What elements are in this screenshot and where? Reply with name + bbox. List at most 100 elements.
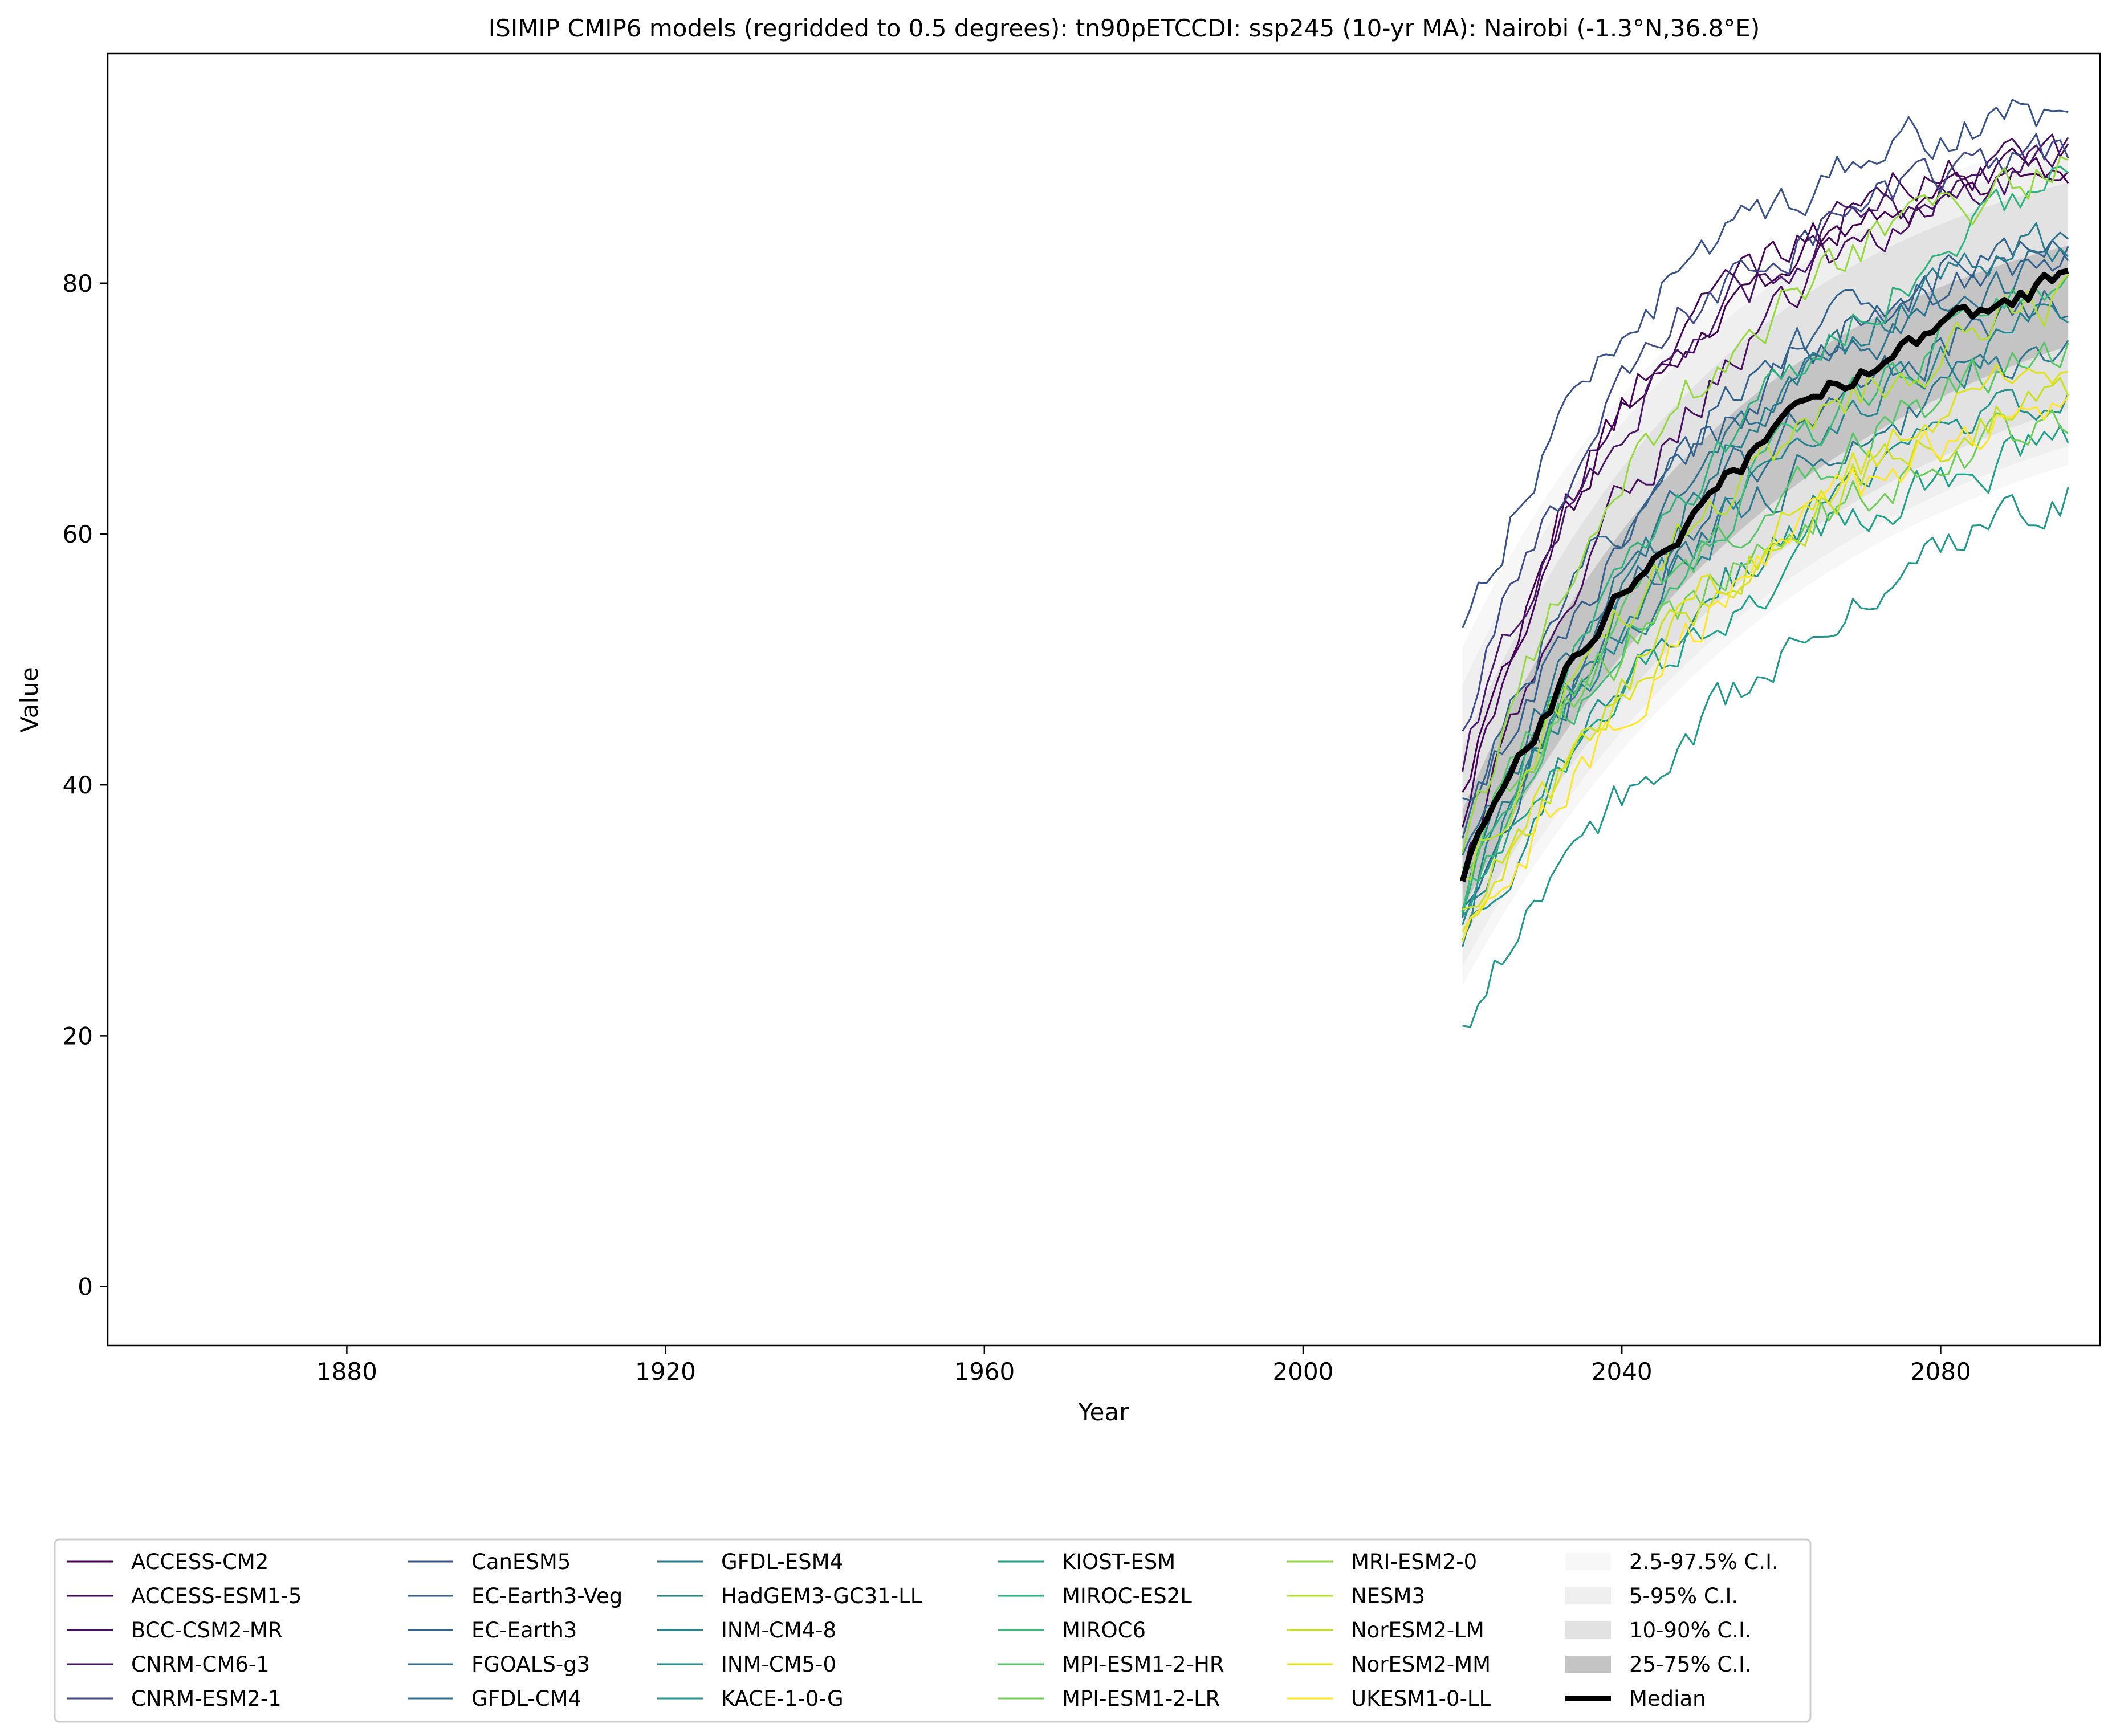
x-tick-label: 1960 [954, 1358, 1015, 1385]
plot-frame [107, 52, 2101, 1347]
legend-item-ec-earth3-veg: EC-Earth3-Veg [408, 1584, 622, 1608]
legend-label: INM-CM5-0 [721, 1652, 836, 1677]
series-line-gfdl-cm4 [1462, 231, 2069, 856]
series-line-ukesm1-0-ll [1462, 396, 2069, 942]
legend-item-median: Median [1565, 1686, 1706, 1711]
x-tick-label: 2040 [1592, 1358, 1653, 1385]
band-25-75-c-i [1462, 245, 2069, 911]
legend-swatch [1565, 1553, 1611, 1570]
legend-items: ACCESS-CM2 ACCESS-ESM1-5 BCC-CSM2-MR CNRM-C… [67, 1550, 1779, 1711]
y-tick-label: 60 [63, 520, 93, 548]
legend-frame [54, 1538, 1812, 1723]
legend-item-noresm2-lm: NorESM2-LM [1287, 1618, 1484, 1643]
legend-item-ec-earth3: EC-Earth3 [408, 1618, 577, 1643]
legend-item-noresm2-mm: NorESM2-MM [1287, 1652, 1491, 1677]
legend-label: GFDL-CM4 [471, 1686, 581, 1711]
series-line-fgoals-g3 [1462, 290, 2069, 909]
legend-label: NorESM2-MM [1351, 1652, 1491, 1677]
model-series [1462, 99, 2069, 1028]
legend-item-mri-esm2-0: MRI-ESM2-0 [1287, 1550, 1477, 1574]
legend-item-cnrm-cm6-1: CNRM-CM6-1 [67, 1652, 270, 1677]
legend-label: 25-75% C.I. [1629, 1652, 1752, 1677]
legend-item-mpi-esm1-2-hr: MPI-ESM1-2-HR [998, 1652, 1224, 1677]
legend-swatch [1565, 1656, 1611, 1673]
legend-label: MPI-ESM1-2-HR [1062, 1652, 1224, 1677]
legend-item-access-esm1-5: ACCESS-ESM1-5 [67, 1584, 302, 1608]
series-line-bcc-csm2-mr [1462, 133, 2069, 875]
legend-label: MRI-ESM2-0 [1351, 1550, 1477, 1574]
legend-item-mpi-esm1-2-lr: MPI-ESM1-2-LR [998, 1686, 1220, 1711]
series-line-canesm5 [1462, 99, 2069, 629]
legend-label: NESM3 [1351, 1584, 1425, 1608]
legend-item-bcc-csm2-mr: BCC-CSM2-MR [67, 1618, 283, 1643]
legend-label: 5-95% C.I. [1629, 1584, 1738, 1608]
legend-label: GFDL-ESM4 [721, 1550, 843, 1574]
chart-title: ISIMIP CMIP6 models (regridded to 0.5 de… [489, 14, 1760, 42]
legend-label: MPI-ESM1-2-LR [1062, 1686, 1220, 1711]
legend-item-miroc-es2l: MIROC-ES2L [998, 1584, 1192, 1608]
legend-item-cnrm-esm2-1: CNRM-ESM2-1 [67, 1686, 282, 1711]
y-tick-label: 0 [78, 1273, 93, 1301]
legend-item-miroc6: MIROC6 [998, 1618, 1146, 1643]
x-axis-label: Year [1078, 1398, 1130, 1426]
legend-item-5-95-c-i: 5-95% C.I. [1565, 1584, 1738, 1608]
legend-label: UKESM1-0-LL [1351, 1686, 1491, 1711]
series-line-access-esm1-5 [1462, 147, 2069, 828]
legend-label: CanESM5 [471, 1550, 571, 1574]
legend-item-nesm3: NESM3 [1287, 1584, 1425, 1608]
legend-label: INM-CM4-8 [721, 1618, 836, 1643]
y-tick-label: 20 [63, 1022, 93, 1050]
y-tick-label: 40 [63, 771, 93, 799]
legend-item-inm-cm4-8: INM-CM4-8 [657, 1618, 836, 1643]
series-line-cnrm-esm2-1 [1462, 133, 2069, 732]
series-line-noresm2-mm [1462, 364, 2069, 932]
y-tick-label: 80 [63, 270, 93, 298]
legend-item-canesm5: CanESM5 [408, 1550, 571, 1574]
legend-item-inm-cm5-0: INM-CM5-0 [657, 1652, 836, 1677]
legend-item-25-75-c-i: 25-75% C.I. [1565, 1652, 1752, 1677]
legend-item-kiost-esm: KIOST-ESM [998, 1550, 1175, 1574]
legend-label: FGOALS-g3 [471, 1652, 590, 1677]
legend-label: ACCESS-ESM1-5 [131, 1584, 302, 1608]
series-line-hadgem3-gc31-ll [1462, 222, 2069, 941]
legend-label: CNRM-CM6-1 [131, 1652, 270, 1677]
legend-label: CNRM-ESM2-1 [131, 1686, 282, 1711]
median-line [1459, 268, 2069, 882]
legend-item-kace-1-0-g: KACE-1-0-G [657, 1686, 844, 1711]
x-tick-label: 2080 [1910, 1358, 1971, 1385]
legend-swatch [1565, 1587, 1611, 1604]
legend-item-gfdl-esm4: GFDL-ESM4 [657, 1550, 843, 1574]
legend-label: ACCESS-CM2 [131, 1550, 268, 1574]
legend-label: 2.5-97.5% C.I. [1629, 1550, 1779, 1574]
x-axis: 1880 1920 1960 2000 2040 2080 [316, 1346, 1971, 1385]
legend-label: 10-90% C.I. [1629, 1618, 1752, 1643]
series-line-kace-1-0-g [1462, 487, 2069, 1028]
x-tick-label: 1920 [635, 1358, 696, 1385]
legend-item-access-cm2: ACCESS-CM2 [67, 1550, 268, 1574]
legend: ACCESS-CM2 ACCESS-ESM1-5 BCC-CSM2-MR CNRM-C… [54, 1538, 1812, 1723]
y-axis: 0 20 40 60 80 [63, 270, 108, 1301]
series-line-ec-earth3 [1462, 237, 2069, 801]
legend-label: KIOST-ESM [1062, 1550, 1175, 1574]
legend-item-hadgem3-gc31-ll: HadGEM3-GC31-LL [657, 1584, 922, 1608]
x-tick-label: 2000 [1273, 1358, 1334, 1385]
legend-label: NorESM2-LM [1351, 1618, 1484, 1643]
legend-label: Median [1629, 1686, 1706, 1711]
legend-item-2-5-97-5-c-i: 2.5-97.5% C.I. [1565, 1550, 1779, 1574]
legend-swatch [1565, 1621, 1611, 1639]
legend-label: EC-Earth3 [471, 1618, 577, 1643]
legend-item-gfdl-cm4: GFDL-CM4 [408, 1686, 581, 1711]
legend-label: MIROC-ES2L [1062, 1584, 1192, 1608]
legend-label: HadGEM3-GC31-LL [721, 1584, 922, 1608]
median-series [1459, 268, 2069, 882]
series-line-ec-earth3-veg [1462, 246, 2069, 839]
legend-item-10-90-c-i: 10-90% C.I. [1565, 1618, 1752, 1643]
legend-label: EC-Earth3-Veg [471, 1584, 622, 1608]
series-line-mri-esm2-0 [1462, 156, 2069, 853]
series-line-cnrm-cm6-1 [1462, 137, 2069, 772]
legend-label: BCC-CSM2-MR [131, 1618, 283, 1643]
y-axis-label: Value [15, 667, 43, 732]
legend-label: KACE-1-0-G [721, 1686, 844, 1711]
